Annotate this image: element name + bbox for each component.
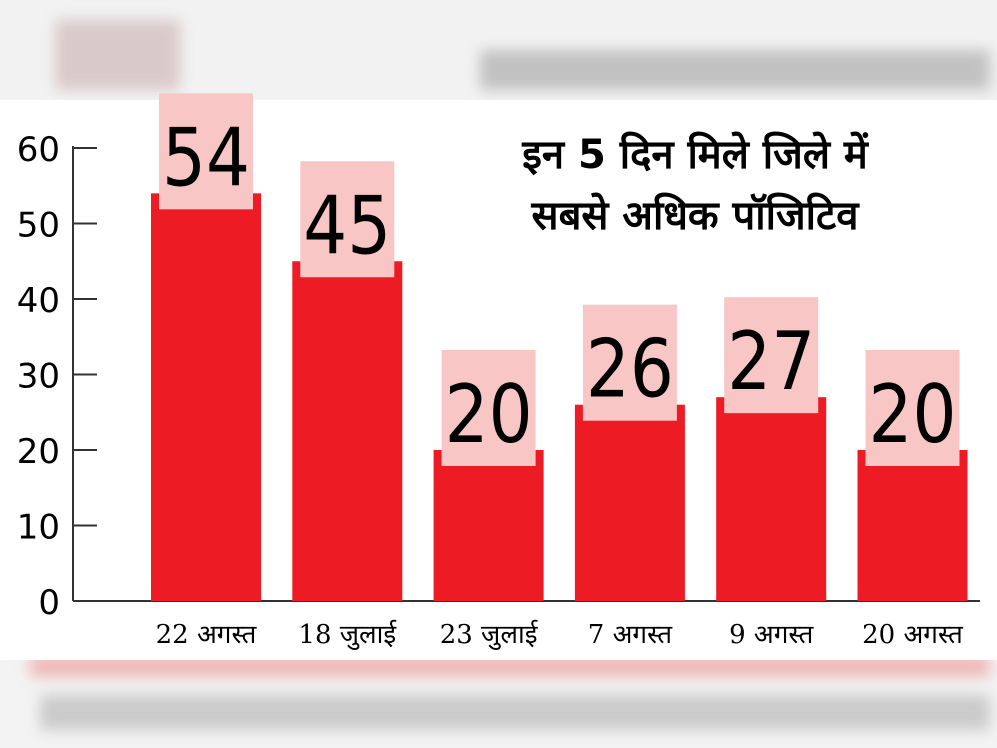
bar	[716, 397, 827, 601]
y-tick-label: 0	[38, 583, 60, 623]
data-label-box	[724, 297, 819, 414]
data-label: 26	[586, 323, 674, 416]
data-label-box	[582, 304, 677, 421]
data-label: 54	[162, 111, 250, 204]
data-label: 20	[869, 368, 957, 461]
bar	[574, 404, 685, 601]
bar	[151, 193, 261, 602]
bar	[857, 450, 968, 601]
y-tick-label: 60	[17, 130, 60, 170]
data-label-box	[159, 93, 253, 210]
x-category-label: 20 अगस्त	[862, 620, 964, 650]
chart-title-line-1: इन 5 दिन मिले जिले में	[522, 132, 868, 178]
chart-title-line-2: सबसे अधिक पॉजिटिव	[531, 193, 859, 239]
y-tick-label: 20	[17, 432, 60, 472]
blurred-header-text	[480, 50, 990, 90]
data-label: 27	[727, 315, 815, 408]
data-label-box	[300, 161, 395, 278]
x-category-label: 9 अगस्त	[729, 620, 814, 650]
x-category-label: 22 अगस्त	[156, 620, 258, 650]
x-category-label: 7 अगस्त	[588, 620, 673, 650]
x-category-label: 18 जुलाई	[298, 619, 397, 650]
x-category-label: 23 जुलाई	[440, 619, 539, 650]
x-axis-labels: 22 अगस्त 18 जुलाई 23 जुलाई 7 अगस्त 9 अगस्त 20…	[156, 619, 964, 650]
bar	[292, 261, 403, 601]
y-axis: 0 10 20 30 40 50 60	[17, 130, 980, 623]
blurred-footer-bars	[30, 655, 990, 677]
data-label-box	[441, 350, 536, 466]
bar	[433, 450, 544, 601]
y-tick-label: 50	[17, 206, 60, 246]
y-tick-label: 10	[17, 508, 60, 548]
data-label: 20	[445, 368, 533, 461]
bars: 54 45 20 26 27 20	[151, 93, 968, 602]
blurred-footer-labels	[40, 695, 990, 730]
data-label: 45	[303, 179, 391, 272]
blurred-header-badge	[55, 20, 180, 90]
y-tick-label: 40	[17, 281, 60, 321]
y-tick-label: 30	[17, 357, 60, 397]
data-label-box	[865, 350, 960, 466]
